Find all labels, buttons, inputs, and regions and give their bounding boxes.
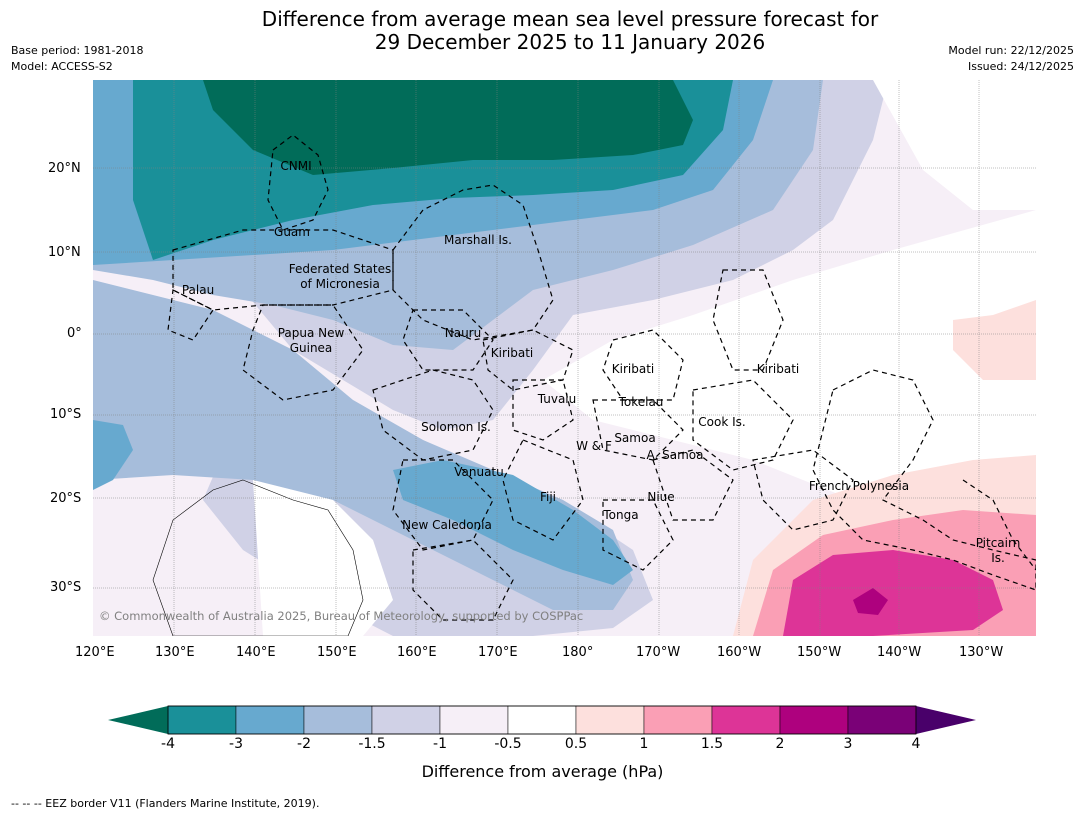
colorbar-tick-label: 1.5 [700,736,724,752]
colorbar-tick-label: -0.5 [494,736,522,752]
colorbar-swatch [303,705,373,735]
region-label-png-2: Guinea [290,341,333,355]
region-label-new-caledonia: New Caledonia [402,518,492,532]
lon-label-130w: 130°W [959,645,1004,660]
title-line-2: 29 December 2025 to 11 January 2026 [374,30,766,54]
colorbar-swatch [167,705,237,735]
region-label-kiribati-east: Kiribati [757,362,799,376]
colorbar-swatch [779,705,849,735]
region-label-tonga: Tonga [602,508,638,522]
lon-label-160e: 160°E [397,645,437,660]
colorbar-tick-label: -2 [297,736,311,752]
lat-label-30s: 30°S [50,580,82,595]
colorbar-swatch [575,705,645,735]
region-label-pitcairn-2: Is. [991,551,1005,565]
region-label-nauru: Nauru [445,326,481,340]
region-label-png-1: Papua New [278,326,345,340]
lat-label-20n: 20°N [48,161,81,176]
region-label-tokelau: Tokelau [618,395,664,409]
colorbar-tick-label: -1 [433,736,447,752]
lon-label-170w: 170°W [636,645,681,660]
colorbar-ticks: -4 -3 -2 -1.5 -1 -0.5 0.5 1 1.5 2 3 4 [0,736,1085,756]
australia-coastline [152,479,364,636]
lat-label-10s: 10°S [50,407,82,422]
colorbar-tick-label: 3 [843,736,853,752]
lon-label-170e: 170°E [478,645,518,660]
contour-plus0.5-c [873,80,1036,210]
lon-label-150w: 150°W [797,645,842,660]
region-label-samoa: Samoa [614,431,655,445]
eez-legend-text: -- -- -- EEZ border V11 (Flanders Marine… [11,797,320,810]
region-label-palau: Palau [182,283,214,297]
region-label-vanuatu: Vanuatu [454,465,504,479]
region-label-american-samoa: A. Samoa [647,448,704,462]
issued-text: Issued: 24/12/2025 [967,60,1074,73]
colorbar-label: Difference from average (hPa) [421,762,664,781]
region-label-french-polynesia: French Polynesia [809,479,909,493]
contour-minus3-south [393,460,633,585]
region-label-wallis-futuna: W & F [576,439,612,453]
region-label-fiji: Fiji [540,490,556,504]
colorbar-swatch [371,705,441,735]
gridlines [93,80,1036,636]
region-label-guam: Guam [274,225,310,239]
region-label-marshall: Marshall Is. [444,233,512,247]
lat-label-10n: 10°N [48,245,81,260]
region-label-kiribati-central: Kiribati [612,362,654,376]
lon-label-180: 180° [562,645,594,660]
colorbar-low-extend [108,706,168,734]
contour-minus3-west [93,420,133,490]
lon-label-140w: 140°W [877,645,922,660]
contour-plus3 [853,588,888,615]
lon-label-160w: 160°W [717,645,762,660]
colorbar-swatch [235,705,305,735]
colorbar-tick-label: -3 [229,736,243,752]
contour-plus1-b [953,300,1036,380]
colorbar-tick-label: -1.5 [358,736,386,752]
lat-label-20s: 20°S [50,491,82,506]
lon-label-120e: 120°E [75,645,115,660]
model-text: Model: ACCESS-S2 [11,60,113,73]
lon-label-130e: 130°E [155,645,195,660]
colorbar-tick-label: 1 [639,736,649,752]
title-line-1: Difference from average mean sea level p… [261,7,879,31]
colorbar-high-extend [916,706,976,734]
model-run-text: Model run: 22/12/2025 [948,44,1074,57]
colorbar [108,705,976,735]
colorbar-tick-label: 4 [911,736,921,752]
copyright-text: © Commonwealth of Australia 2025, Bureau… [99,609,583,623]
lon-label-150e: 150°E [317,645,357,660]
base-period-text: Base period: 1981-2018 [11,44,144,57]
contour-below-minus4 [203,80,693,175]
colorbar-swatch [711,705,781,735]
colorbar-tick-label: -4 [161,736,175,752]
region-label-solomon: Solomon Is. [421,420,491,434]
region-label-niue: Niue [647,490,674,504]
region-label-pitcairn-1: Pitcairn [976,536,1021,550]
colorbar-tick-label: 0.5 [564,736,588,752]
region-label-kiribati-west: Kiribati [491,346,533,360]
eez-borders [167,134,1036,621]
pressure-anomaly-map: CNMI Guam Marshall Is. Federated States … [93,80,1036,636]
region-label-fsm-2: of Micronesia [300,277,380,291]
lon-label-140e: 140°E [236,645,276,660]
contour-plus0.5-b [253,480,393,636]
colorbar-swatch [643,705,713,735]
contour-plus0.5 [543,210,1036,500]
lat-label-0: 0° [67,326,82,341]
colorbar-swatch [439,705,509,735]
colorbar-swatch [847,705,917,735]
colorbar-swatch [507,705,577,735]
contour-plus2 [783,550,1003,636]
region-label-fsm-1: Federated States [289,262,391,276]
region-label-cook: Cook Is. [698,415,745,429]
region-label-tuvalu: Tuvalu [537,392,577,406]
region-label-cnmi: CNMI [280,159,311,173]
colorbar-tick-label: 2 [775,736,785,752]
